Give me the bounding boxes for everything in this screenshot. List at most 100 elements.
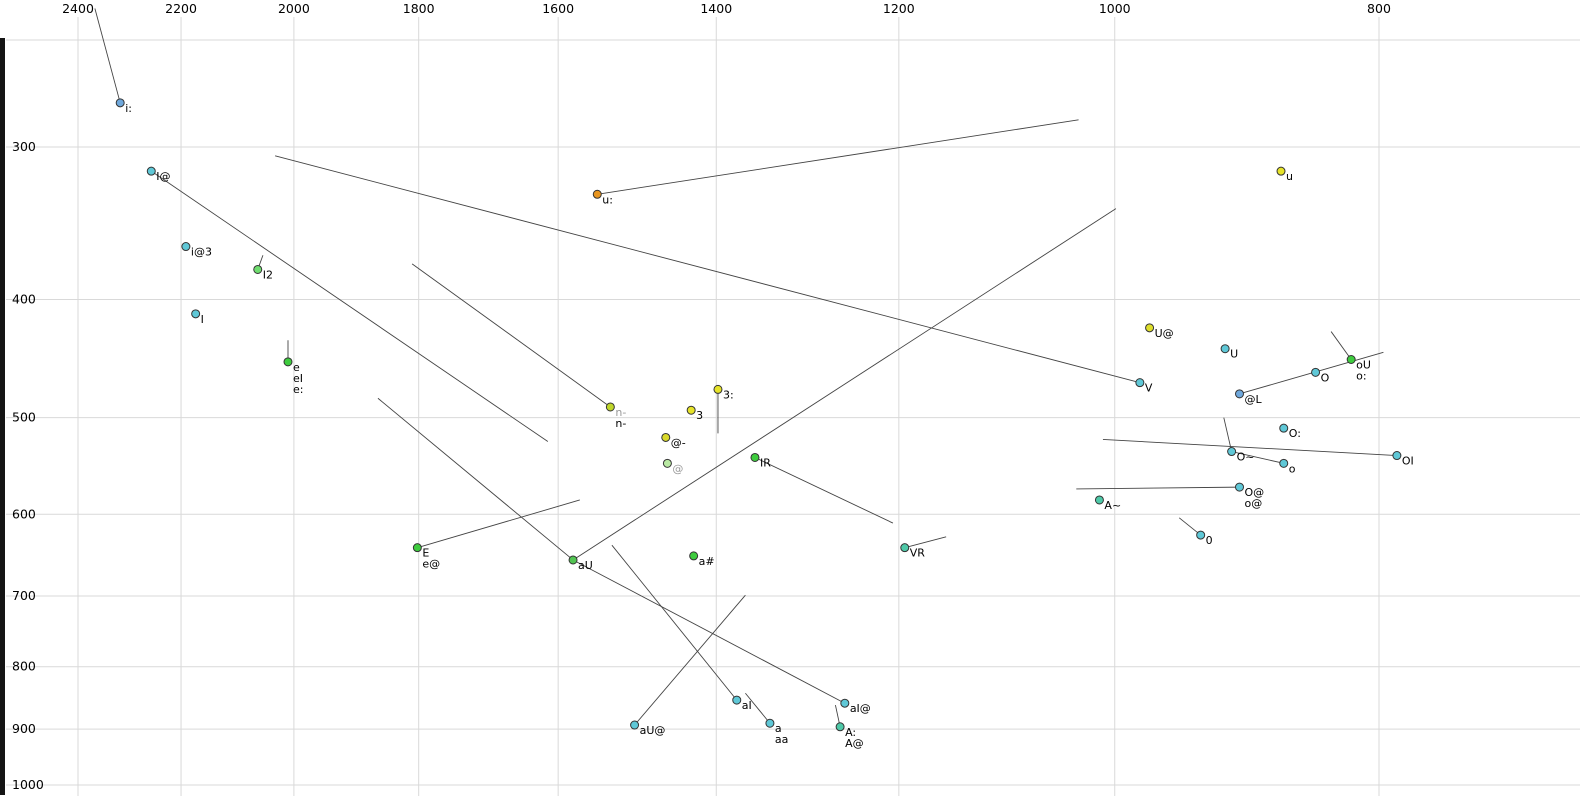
vowel-label-3:: 3: — [723, 388, 734, 401]
vector-i:-tail — [94, 8, 121, 103]
vector-aU-inbound — [377, 397, 574, 561]
vowel-label-o: o — [1289, 462, 1296, 475]
vector-V-vector — [274, 155, 1140, 384]
vowel-label-E-2: e@ — [422, 558, 440, 571]
vector-OI-vector — [1102, 439, 1397, 456]
vowel-label-U: U — [1230, 348, 1238, 361]
vowel-label-3: 3 — [696, 409, 703, 422]
vowel-point-a[interactable] — [765, 718, 775, 728]
vowel-label-A~: A~ — [1104, 499, 1121, 512]
vowel-point-I[interactable] — [191, 309, 201, 319]
vector-O~-to-o — [1231, 451, 1284, 464]
vowel-point-i:[interactable] — [115, 98, 125, 108]
vowel-label-I@: I@ — [156, 170, 170, 183]
vowel-point-VR[interactable] — [900, 543, 910, 553]
x-tick-label-800: 800 — [1367, 1, 1391, 16]
vowel-point-3[interactable] — [686, 405, 696, 415]
vowel-point-e[interactable] — [283, 357, 293, 367]
vowel-point-aI[interactable] — [732, 695, 742, 705]
vowel-label-U@: U@ — [1155, 327, 1174, 340]
y-tick-label-1000: 1000 — [12, 777, 44, 792]
vowel-point-OI[interactable] — [1392, 451, 1402, 461]
vowel-point-o[interactable] — [1279, 458, 1289, 468]
vowel-point-aI@[interactable] — [840, 698, 850, 708]
vector-aU-vector-up — [572, 208, 1117, 561]
y-tick-label-500: 500 — [12, 410, 36, 425]
vowel-point-O[interactable] — [1311, 367, 1321, 377]
vowel-label-IR: IR — [760, 456, 771, 469]
x-tick-label-1600: 1600 — [542, 1, 574, 16]
vowel-point-O~[interactable] — [1227, 447, 1237, 457]
vowel-label-aU: aU — [578, 559, 593, 572]
vowel-point-A~[interactable] — [1094, 495, 1104, 505]
vowel-label-OI: OI — [1402, 455, 1414, 468]
vowel-label-aU@: aU@ — [640, 724, 666, 737]
vowel-point-0[interactable] — [1196, 530, 1206, 540]
vowel-point-3:[interactable] — [713, 384, 723, 394]
vowel-label-O@: O@ — [1244, 486, 1264, 499]
vowel-label-O:: O: — [1289, 427, 1301, 440]
x-tick-label-1200: 1200 — [883, 1, 915, 16]
vowel-point-@-[interactable] — [661, 432, 671, 442]
vowel-label-V: V — [1145, 382, 1153, 395]
vowel-label-u:: u: — [602, 193, 613, 206]
y-tick-label-300: 300 — [12, 139, 36, 154]
vector-O@-vector — [1076, 486, 1240, 490]
vector-I@-vector — [151, 170, 549, 442]
vowel-label-oU: oU — [1356, 358, 1371, 371]
vector-E-vector — [417, 499, 580, 549]
vowel-point-oU[interactable] — [1346, 354, 1356, 364]
vowel-point-A:[interactable] — [835, 722, 845, 732]
vowel-label-oU-2: o: — [1356, 369, 1366, 382]
vowel-label-aI@: aI@ — [850, 702, 871, 715]
vowel-point-U[interactable] — [1220, 344, 1230, 354]
y-tick-label-800: 800 — [12, 659, 36, 674]
vowel-label-u: u — [1286, 170, 1293, 183]
vowel-point-a#[interactable] — [689, 551, 699, 561]
vowel-point-I@[interactable] — [146, 166, 156, 176]
vowel-label-n-: n- — [615, 406, 626, 419]
vector-n--vector — [411, 263, 611, 408]
vowel-label-i:: i: — [125, 102, 132, 115]
vowel-label-@L: @L — [1244, 393, 1262, 406]
vowel-point-aU@[interactable] — [630, 720, 640, 730]
vector-aI-vector — [611, 544, 738, 701]
vowel-point-O:[interactable] — [1279, 423, 1289, 433]
vector-0-tail — [1178, 517, 1201, 536]
vector-IR-vector — [754, 457, 894, 524]
vowel-point-IR[interactable] — [750, 452, 760, 462]
x-tick-label-2200: 2200 — [165, 1, 197, 16]
vowel-label-A:: A: — [845, 726, 856, 739]
vowel-label-I: I — [201, 313, 204, 326]
vowel-point-@L[interactable] — [1234, 389, 1244, 399]
vowel-point-i@3[interactable] — [181, 242, 191, 252]
vowel-label-E: E — [422, 547, 429, 560]
vowel-label-VR: VR — [910, 547, 926, 560]
vector-O~-tail — [1223, 417, 1233, 452]
x-tick-label-1400: 1400 — [700, 1, 732, 16]
vowel-label-n--2: n- — [615, 417, 626, 430]
vowel-point-U@[interactable] — [1145, 323, 1155, 333]
vowel-point-I2[interactable] — [253, 264, 263, 274]
vowel-point-@[interactable] — [662, 458, 672, 468]
vowel-label-0: 0 — [1206, 534, 1213, 547]
vowel-label-aI: aI — [742, 699, 752, 712]
vector-aU-to-aI@ — [572, 559, 846, 704]
vowel-point-n-[interactable] — [605, 402, 615, 412]
vowel-label-a: a — [775, 722, 782, 735]
x-tick-label-2400: 2400 — [62, 1, 94, 16]
vowel-point-aU[interactable] — [568, 555, 578, 565]
vowel-point-u[interactable] — [1276, 166, 1286, 176]
vowel-label-O~: O~ — [1237, 451, 1255, 464]
vowel-point-E[interactable] — [412, 543, 422, 553]
vowel-point-V[interactable] — [1135, 378, 1145, 388]
vowel-label-O@-2: o@ — [1244, 497, 1262, 510]
vowel-point-u:[interactable] — [592, 189, 602, 199]
x-tick-label-1000: 1000 — [1099, 1, 1131, 16]
vowel-label-O: O — [1321, 371, 1330, 384]
vowel-point-O@[interactable] — [1234, 482, 1244, 492]
vector-oU-tail — [1330, 331, 1352, 360]
